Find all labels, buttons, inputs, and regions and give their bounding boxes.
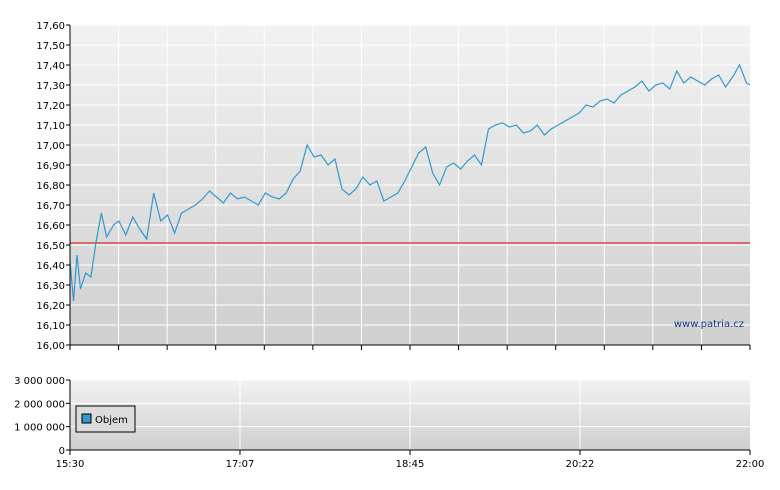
volume-x-tick-label: 18:45	[396, 459, 425, 470]
price-y-tick-label: 16,60	[36, 221, 65, 232]
volume-x-tick-label: 20:22	[566, 459, 595, 470]
price-plot: 17,60 17,50 17,40 17,30 17,20 17,10 17,00 16,90…	[36, 21, 751, 352]
price-y-tick-label: 17,00	[36, 141, 65, 152]
price-y-tick-label: 16,10	[36, 321, 65, 332]
volume-x-ticks: 15:30 17:07 18:45 20:22 22:00	[56, 450, 765, 470]
price-y-tick-label: 16,70	[36, 201, 65, 212]
price-y-tick-label: 17,20	[36, 101, 65, 112]
price-y-tick-label: 16,40	[36, 261, 65, 272]
price-y-tick-label: 17,50	[36, 41, 65, 52]
price-y-tick-label: 16,50	[36, 241, 65, 252]
price-x-ticks	[69, 345, 751, 350]
volume-x-tick-label: 17:07	[226, 459, 255, 470]
volume-legend: Objem	[75, 405, 136, 433]
price-y-tick-label: 17,40	[36, 61, 65, 72]
volume-y-ticks: 3 000 000 2 000 000 1 000 000 0	[14, 376, 70, 457]
volume-x-tick-label: 22:00	[736, 459, 765, 470]
price-y-tick-label: 17,60	[36, 21, 65, 32]
price-y-tick-label: 16,80	[36, 181, 65, 192]
price-y-tick-label: 16,00	[36, 341, 65, 352]
volume-y-tick-label: 1 000 000	[14, 423, 65, 434]
price-y-tick-label: 17,30	[36, 81, 65, 92]
price-series-line	[69, 63, 751, 302]
price-series-group	[69, 63, 751, 302]
volume-y-tick-label: 3 000 000	[14, 376, 65, 387]
price-y-tick-label: 17,10	[36, 121, 65, 132]
volume-y-tick-label: 2 000 000	[14, 399, 65, 410]
volume-y-tick-label: 0	[59, 446, 65, 457]
price-y-tick-label: 16,20	[36, 301, 65, 312]
volume-x-tick-label: 15:30	[56, 459, 85, 470]
watermark: www.patria.cz	[674, 319, 744, 330]
legend-label: Objem	[95, 415, 128, 426]
price-gridlines	[70, 24, 750, 346]
price-y-ticks: 17,60 17,50 17,40 17,30 17,20 17,10 17,00 16,90…	[36, 21, 70, 352]
legend-swatch	[81, 413, 92, 424]
price-y-tick-label: 16,30	[36, 281, 65, 292]
price-y-tick-label: 16,90	[36, 161, 65, 172]
